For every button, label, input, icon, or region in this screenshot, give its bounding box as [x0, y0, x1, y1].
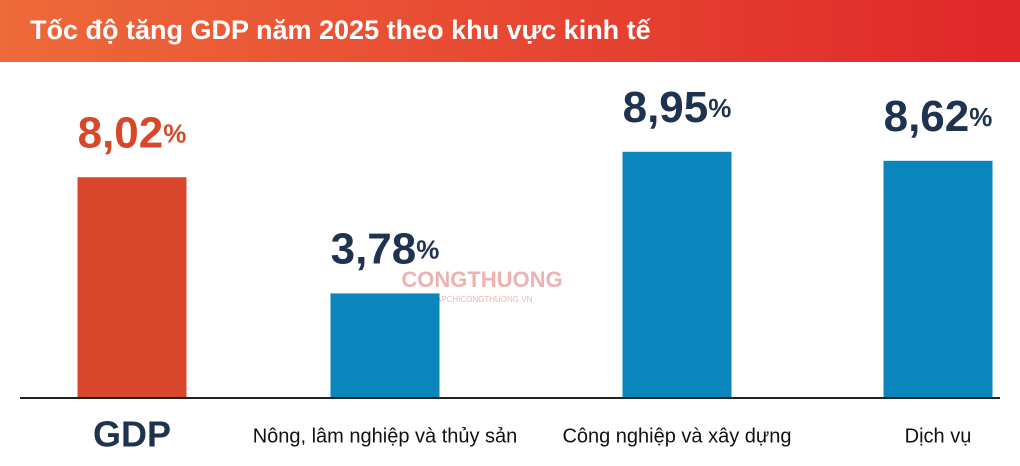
watermark: CONGTHUONG: [401, 267, 562, 292]
x-tick-label: Dịch vụ: [905, 425, 972, 447]
value-unit: %: [416, 234, 439, 264]
x-tick-label: Nông, lâm nghiệp và thủy sản: [253, 425, 518, 447]
bar: [622, 151, 732, 397]
value-label: 8,02%: [78, 108, 187, 157]
x-tick-label: GDP: [93, 414, 171, 455]
value-number: 8,62: [884, 91, 970, 140]
value-label: 8,95%: [623, 82, 732, 131]
value-number: 8,02: [78, 108, 164, 157]
bar: [883, 160, 993, 397]
value-number: 3,78: [331, 224, 417, 273]
bar: [330, 293, 440, 397]
value-unit: %: [708, 93, 731, 123]
x-tick-label: Công nghiệp và xây dựng: [562, 425, 791, 447]
watermark: TAPCHICONGTHUONG.VN: [432, 295, 533, 304]
value-label: 8,62%: [884, 91, 993, 140]
value-unit: %: [969, 102, 992, 132]
value-number: 8,95: [623, 82, 709, 131]
title-banner: [0, 0, 1020, 62]
bar: [77, 177, 187, 397]
chart-title: Tốc độ tăng GDP năm 2025 theo khu vực ki…: [30, 15, 652, 45]
value-label: 3,78%: [331, 224, 440, 273]
value-unit: %: [163, 118, 186, 148]
